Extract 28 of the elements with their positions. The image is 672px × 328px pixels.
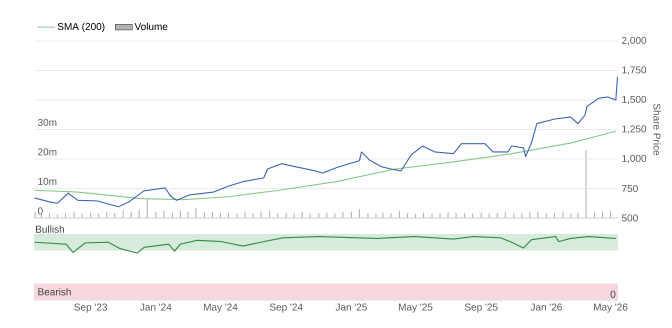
line-series [34,76,618,208]
x-tick-label: Jan '25 [336,304,367,311]
x-tick-label: Sep '24 [270,304,303,313]
y-axis-title: Share Price [653,104,661,156]
band-label: Bearish [38,288,71,296]
y2-tick-label: 0 [38,207,43,214]
y-tick-label: 2,000 [622,36,646,46]
y2-tick-label: 10m [38,178,56,185]
legend-label: Volume [134,22,168,30]
x-tick-label: Sep '23 [74,304,108,313]
y2-tick-label: 20m [38,148,56,156]
y-tick-label: 750 [622,184,638,192]
y-tick-label: 1,250 [622,125,646,134]
legend-label: SMA (200) [58,22,104,32]
x-tick-label: Jan '26 [530,304,562,311]
y2-tick-label: 30m [38,118,56,126]
y-tick-label: 500 [622,214,638,222]
x-tick-label: May '25 [398,304,432,313]
x-tick-label: Jan '24 [140,304,172,311]
y-tick-label: 1,000 [622,154,646,164]
x-tick-label: Sep '25 [464,304,498,313]
y-tick-label: 1,500 [622,96,646,104]
line-series [34,130,616,200]
annotation: 0 [610,290,616,298]
x-tick-label: May '24 [204,304,238,313]
y-tick-label: 1,750 [622,66,646,75]
band-label: Bullish [36,225,64,233]
x-tick-label: May '26 [594,304,628,313]
